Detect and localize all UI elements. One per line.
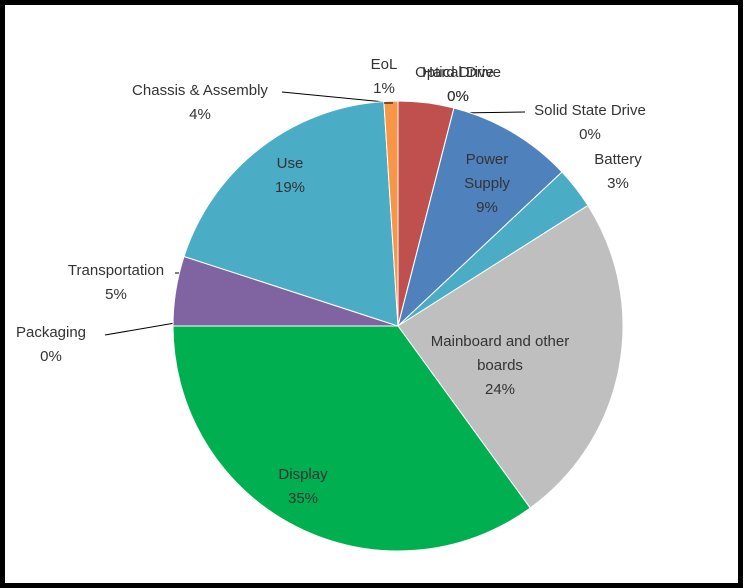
category-label: Display bbox=[278, 466, 328, 483]
value-label: 19% bbox=[274, 179, 306, 196]
category-label: Chassis & Assembly bbox=[132, 82, 268, 99]
pie-slice bbox=[183, 100, 399, 327]
slice-label: Use 19% bbox=[250, 152, 330, 200]
category-label: Power Supply bbox=[464, 151, 510, 192]
value-label: 5% bbox=[105, 286, 127, 303]
category-label: EoL bbox=[370, 56, 398, 73]
category-label: Solid State Drive bbox=[534, 102, 646, 119]
pie-slice bbox=[172, 325, 531, 552]
value-label: 1% bbox=[373, 80, 395, 97]
category-label: Mainboard and other boards bbox=[430, 333, 570, 374]
slice-label: Solid State Drive 0% bbox=[510, 99, 670, 147]
leader-line bbox=[281, 91, 396, 104]
value-label: 0% bbox=[40, 348, 62, 365]
value-label: 9% bbox=[476, 199, 498, 216]
pie-slice bbox=[397, 204, 624, 509]
chart bbox=[104, 91, 624, 552]
value-label: 4% bbox=[189, 106, 211, 123]
slice-label: Power Supply 9% bbox=[447, 148, 527, 220]
category-label: Transportation bbox=[67, 262, 165, 279]
slice-label: Display 35% bbox=[263, 463, 343, 511]
category-label: Hard Drive bbox=[422, 64, 494, 81]
value-label: 3% bbox=[607, 175, 629, 192]
category-label: Packaging bbox=[15, 324, 87, 341]
value-label: 0% bbox=[579, 126, 601, 143]
value-label: 24% bbox=[484, 381, 516, 398]
category-label: Battery bbox=[594, 151, 642, 168]
pie-slice bbox=[383, 100, 399, 327]
slice-label: Hard Drive 0% bbox=[398, 61, 518, 109]
value-label: 0% bbox=[447, 88, 469, 105]
slice-label: Battery 3% bbox=[578, 148, 658, 196]
category-label: Use bbox=[276, 155, 304, 172]
slice-label: Transportation 5% bbox=[46, 259, 186, 307]
slice-label: Mainboard and other boards 24% bbox=[430, 330, 570, 402]
category-label: Optical Drive bbox=[415, 64, 501, 81]
slice-label: Chassis & Assembly 4% bbox=[100, 79, 300, 127]
slice-label: Optical Drive 0% bbox=[398, 61, 518, 109]
value-label: 35% bbox=[287, 490, 319, 507]
slice-label: Packaging 0% bbox=[6, 321, 96, 369]
value-label: 0% bbox=[447, 88, 469, 105]
slice-label: EoL 1% bbox=[364, 53, 404, 101]
leader-line bbox=[104, 322, 176, 336]
pie-slice bbox=[397, 107, 563, 328]
